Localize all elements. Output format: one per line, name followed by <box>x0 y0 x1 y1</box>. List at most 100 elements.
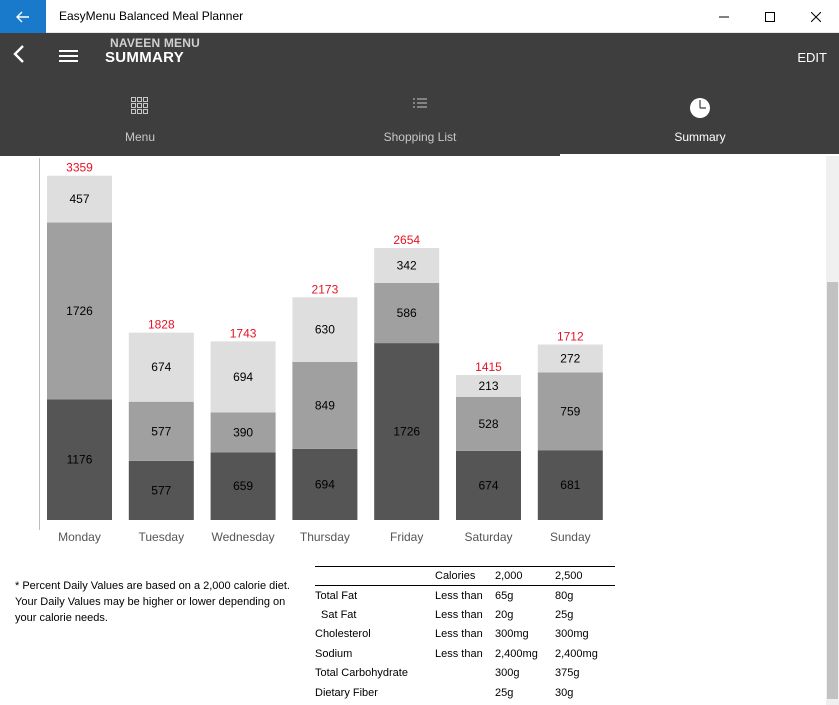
back-button[interactable] <box>13 45 31 67</box>
chevron-left-icon <box>13 45 24 63</box>
minimize-icon <box>719 16 729 17</box>
dv-table-cell: 375g <box>555 667 580 680</box>
bar-total-label: 1712 <box>557 330 584 344</box>
bar-segment <box>47 399 112 520</box>
dv-table-cell: Total Fat <box>315 589 358 602</box>
bar-value-label: 674 <box>151 360 171 374</box>
dv-table-cell: Sodium <box>315 647 353 660</box>
daily-values-table: Calories 2,000 2,500 Total Fat Less than 65g 8… <box>315 565 615 702</box>
bar-value-label: 577 <box>151 483 171 497</box>
bar-segment <box>537 344 603 373</box>
maximize-icon <box>765 11 775 22</box>
bar-value-label: 849 <box>315 398 335 412</box>
bar-value-label: 586 <box>397 306 417 320</box>
scrollbar-thumb[interactable] <box>827 282 838 699</box>
app-header: NAVEEN MENU SUMMARY EDIT <box>0 33 839 79</box>
bar-value-label: 457 <box>69 192 89 206</box>
x-tick-label: Sunday <box>550 530 591 544</box>
x-tick-label: Saturday <box>464 530 512 544</box>
maximize-button[interactable] <box>747 0 793 33</box>
bar-value-label: 1726 <box>66 304 93 318</box>
bar-segment <box>210 452 276 520</box>
dv-table-header: Calories 2,000 2,500 <box>315 565 615 587</box>
bar-segment <box>292 297 358 362</box>
dv-table-cell: 2,500 <box>555 565 615 587</box>
window-back-button[interactable] <box>0 0 46 33</box>
dv-table-cell: Less than <box>435 589 483 602</box>
bar-segment <box>292 361 358 449</box>
bar-segment <box>47 175 112 223</box>
bar-value-label: 694 <box>233 370 253 384</box>
dv-table-cell: Less than <box>435 647 483 660</box>
dv-table-row: Total Carbohydrate 300g 375g <box>315 663 615 682</box>
bar-value-label: 630 <box>315 323 335 337</box>
dv-table-cell: 300g <box>495 667 520 680</box>
dv-table-row: Cholesterol Less than 300mg 300mg <box>315 625 615 644</box>
dv-table-cell: 2,000 <box>495 565 555 587</box>
dv-table-cell: Less than <box>435 628 483 641</box>
bar-value-label: 342 <box>397 258 417 272</box>
bar-total-label: 1828 <box>148 318 175 332</box>
minimize-button[interactable] <box>701 0 747 33</box>
dv-table-cell <box>435 663 495 682</box>
dv-table-row: Sat Fat Less than 20g 25g <box>315 605 615 624</box>
bar-segment <box>374 247 440 284</box>
bar-segment <box>456 450 521 520</box>
dv-table-cell: 300mg <box>495 628 529 641</box>
tab-summary-label: Summary <box>674 130 726 144</box>
bar-value-label: 528 <box>478 417 498 431</box>
dv-table-row: Dietary Fiber 25g 30g <box>315 683 615 702</box>
bar-total-label: 3359 <box>66 161 93 175</box>
edit-button[interactable]: EDIT <box>797 50 827 65</box>
dv-table-row: Sodium Less than 2,400mg 2,400mg <box>315 644 615 663</box>
dv-table-cell: 30g <box>555 686 574 699</box>
menu-name: NAVEEN MENU <box>110 36 200 50</box>
bar-segment <box>456 396 521 451</box>
dv-table-cell: 25g <box>555 608 574 621</box>
bar-value-label: 272 <box>560 351 580 365</box>
bar-segment <box>128 401 194 461</box>
dv-table-cell: Cholesterol <box>315 628 371 641</box>
bar-value-label: 759 <box>560 404 580 418</box>
bar-segment <box>374 343 440 520</box>
bar-value-label: 1726 <box>393 425 420 439</box>
bar-value-label: 659 <box>233 479 253 493</box>
daily-values-footnote: * Percent Daily Values are based on a 2,… <box>15 580 290 624</box>
dv-table-cell <box>435 683 495 702</box>
bar-segment <box>128 332 194 402</box>
dv-table-cell: Calories <box>435 565 495 587</box>
tab-menu[interactable]: Menu <box>0 79 280 156</box>
dv-table-cell: 80g <box>555 589 574 602</box>
tab-bar: Menu Shopping List Summary <box>0 79 839 156</box>
bar-segment <box>537 372 603 451</box>
bar-segment <box>456 374 521 397</box>
x-tick-label: Wednesday <box>212 530 275 544</box>
dv-table-cell: 2,400mg <box>495 647 538 660</box>
arrow-left-icon <box>16 11 29 22</box>
dv-table-cell: Less than <box>435 608 483 621</box>
dv-table-cell: 25g <box>495 686 514 699</box>
dv-table-cell: 65g <box>495 589 514 602</box>
tab-shopping-list-label: Shopping List <box>383 130 457 144</box>
dv-table-cell: Dietary Fiber <box>315 686 378 699</box>
tab-shopping-list[interactable]: Shopping List <box>280 79 560 156</box>
tab-summary[interactable]: Summary <box>560 79 839 156</box>
bar-segment <box>47 222 112 400</box>
bar-total-label: 2654 <box>393 233 420 247</box>
bar-segment <box>210 341 276 413</box>
close-icon <box>811 11 821 22</box>
bar-value-label: 213 <box>478 379 498 393</box>
bar-value-label: 681 <box>560 478 580 492</box>
list-icon <box>413 98 427 108</box>
x-tick-label: Monday <box>58 530 101 544</box>
tab-menu-label: Menu <box>124 130 156 144</box>
pie-icon <box>690 98 710 118</box>
dv-table-cell: Total Carbohydrate <box>315 667 408 680</box>
active-tab-indicator <box>560 154 839 156</box>
hamburger-menu-button[interactable] <box>59 50 79 64</box>
bar-value-label: 1176 <box>67 453 93 467</box>
dv-table-row: Total Fat Less than 65g 80g <box>315 586 615 605</box>
bar-value-label: 577 <box>151 424 171 438</box>
title-bar: EasyMenu Balanced Meal Planner <box>0 0 839 33</box>
close-button[interactable] <box>793 0 839 33</box>
